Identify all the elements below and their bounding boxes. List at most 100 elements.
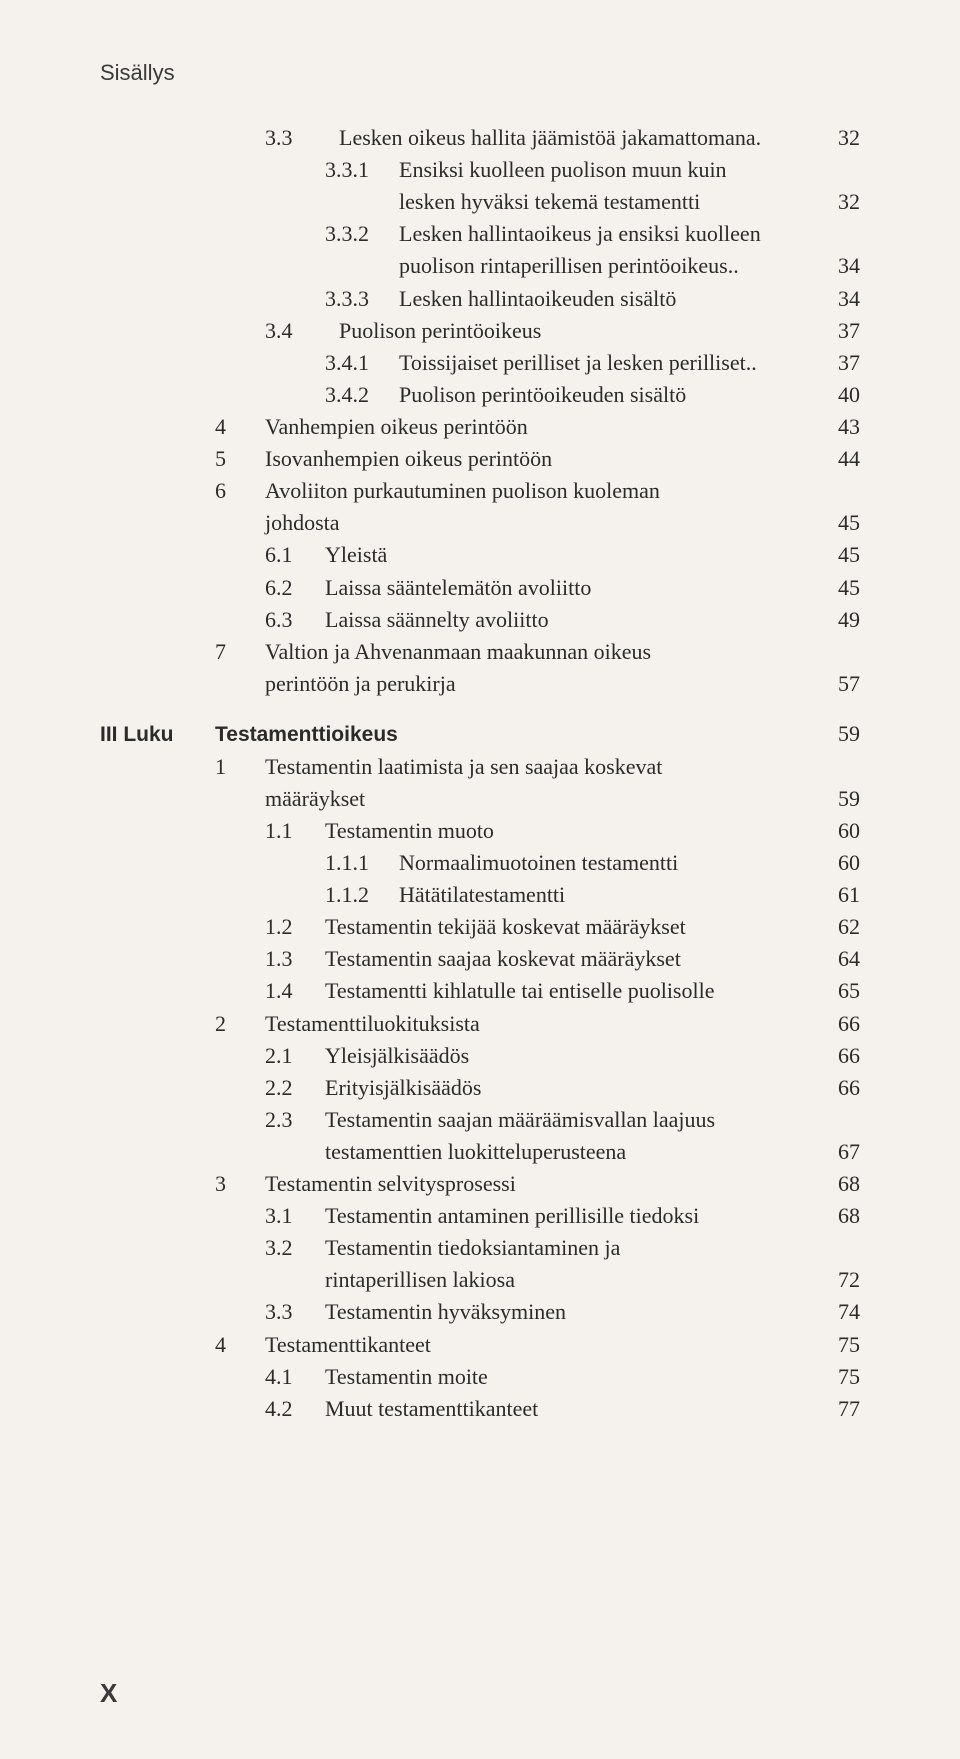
toc-text: testamenttien luokitteluperusteena	[325, 1136, 626, 1168]
toc-number: 4	[215, 411, 265, 443]
toc-page: 66	[812, 1072, 860, 1104]
toc-number: 3.3	[265, 1296, 325, 1328]
toc-line: III LukuTestamenttioikeus 59	[100, 718, 860, 751]
toc-text: Avoliiton purkautuminen puolison kuolema…	[265, 475, 660, 507]
toc-line: 6Avoliiton purkautuminen puolison kuolem…	[100, 475, 860, 507]
toc-text: Normaalimuotoinen testamentti	[399, 847, 678, 879]
toc-number: 3.3.3	[325, 283, 399, 315]
toc-line: 3.3Lesken oikeus hallita jäämistöä jakam…	[100, 122, 860, 154]
toc-text: Laissa sääntelemätön avoliitto	[325, 572, 591, 604]
toc-number: III Luku	[100, 720, 215, 751]
toc-page: 37	[812, 315, 860, 347]
toc-text: Isovanhempien oikeus perintöön	[265, 443, 552, 475]
trailing-period: .	[751, 347, 757, 379]
toc-number: 3.4	[265, 315, 339, 347]
toc-number: 6.2	[265, 572, 325, 604]
toc-line: 1Testamentin laatimista ja sen saajaa ko…	[100, 751, 860, 783]
toc-page: 32	[812, 186, 860, 218]
toc-page: 77	[812, 1393, 860, 1425]
toc-number: 1.3	[265, 943, 325, 975]
toc-text: Muut testamenttikanteet	[325, 1393, 538, 1425]
toc-page: 49	[812, 604, 860, 636]
toc-text: Vanhempien oikeus perintöön	[265, 411, 528, 443]
toc-text: Lesken oikeus hallita jäämistöä jakamatt…	[339, 122, 761, 154]
toc-text: rintaperillisen lakiosa	[325, 1264, 515, 1296]
toc-line: 6.3Laissa säännelty avoliitto 49	[100, 604, 860, 636]
toc-page: 34	[812, 250, 860, 282]
toc-number: 4.1	[265, 1361, 325, 1393]
toc-line: 3.3Testamentin hyväksyminen74	[100, 1296, 860, 1328]
toc-line: 3.4.2Puolison perintöoikeuden sisältö 40	[100, 379, 860, 411]
toc-line: 4.1Testamentin moite75	[100, 1361, 860, 1393]
toc-text: Hätätilatestamentti	[399, 879, 565, 911]
toc-line: 4.2Muut testamenttikanteet77	[100, 1393, 860, 1425]
toc-line: 2.3Testamentin saajan määräämisvallan la…	[100, 1104, 860, 1136]
toc-line: 3.4Puolison perintöoikeus 37	[100, 315, 860, 347]
toc-text: Testamentin saajan määräämisvallan laaju…	[325, 1104, 715, 1136]
toc-number: 3.3.2	[325, 218, 399, 250]
toc-line: 3Testamentin selvitysprosessi68	[100, 1168, 860, 1200]
toc-page: 66	[812, 1008, 860, 1040]
toc-number: 1.1.1	[325, 847, 399, 879]
toc-line: 3.3.1Ensiksi kuolleen puolison muun kuin	[100, 154, 860, 186]
toc-line: 3.1Testamentin antaminen perillisille ti…	[100, 1200, 860, 1232]
toc-line: 5Isovanhempien oikeus perintöön 44	[100, 443, 860, 475]
toc-line: 3.4.1Toissijaiset perilliset ja lesken p…	[100, 347, 860, 379]
toc-text: Testamentin antaminen perillisille tiedo…	[325, 1200, 699, 1232]
toc-number: 2.1	[265, 1040, 325, 1072]
toc-page: 74	[812, 1296, 860, 1328]
toc-text: Laissa säännelty avoliitto	[325, 604, 549, 636]
toc-number: 3.4.2	[325, 379, 399, 411]
toc-text: Testamentin laatimista ja sen saajaa kos…	[265, 751, 662, 783]
toc-page: 40	[812, 379, 860, 411]
running-header: Sisällys	[100, 60, 860, 86]
page: Sisällys 3.3Lesken oikeus hallita jäämis…	[0, 0, 960, 1759]
toc-text: Puolison perintöoikeuden sisältö	[399, 379, 686, 411]
toc-page: 68	[812, 1168, 860, 1200]
toc-line: johdosta 45	[100, 507, 860, 539]
toc-text: Testamentin tiedoksiantaminen ja	[325, 1232, 620, 1264]
toc-page: 65	[812, 975, 860, 1007]
toc-line: 4Vanhempien oikeus perintöön43	[100, 411, 860, 443]
toc-number: 6.3	[265, 604, 325, 636]
toc-line: 2.1Yleisjälkisäädös66	[100, 1040, 860, 1072]
toc-line: 4Testamenttikanteet 75	[100, 1329, 860, 1361]
toc-number: 3.3	[265, 122, 339, 154]
toc-text: johdosta	[265, 507, 340, 539]
toc-text: Testamentin selvitysprosessi	[265, 1168, 516, 1200]
toc-number: 4	[215, 1329, 265, 1361]
toc-text: Testamentin saajaa koskevat määräykset	[325, 943, 681, 975]
toc-text: Yleistä	[325, 539, 387, 571]
toc-number: 1.1.2	[325, 879, 399, 911]
toc-number: 5	[215, 443, 265, 475]
toc-text: Testamentin muoto	[325, 815, 494, 847]
toc-page: 44	[812, 443, 860, 475]
toc-number: 7	[215, 636, 265, 668]
toc-number: 3.4.1	[325, 347, 399, 379]
toc-text: Testamentti kihlatulle tai entiselle puo…	[325, 975, 714, 1007]
toc-page: 45	[812, 507, 860, 539]
toc-page: 60	[812, 815, 860, 847]
toc-text: Testamenttioikeus	[215, 720, 398, 751]
toc-page: 59	[812, 718, 860, 750]
toc-page: 72	[812, 1264, 860, 1296]
toc-line: puolison rintaperillisen perintöoikeus..…	[100, 250, 860, 282]
toc-number: 2.2	[265, 1072, 325, 1104]
toc-line: testamenttien luokitteluperusteena67	[100, 1136, 860, 1168]
toc-number: 1.4	[265, 975, 325, 1007]
toc-line: 1.1Testamentin muoto60	[100, 815, 860, 847]
toc-text: Testamenttikanteet	[265, 1329, 431, 1361]
toc-number: 1.2	[265, 911, 325, 943]
toc-text: Puolison perintöoikeus	[339, 315, 541, 347]
toc-text: Ensiksi kuolleen puolison muun kuin	[399, 154, 727, 186]
toc-line: 7Valtion ja Ahvenanmaan maakunnan oikeus	[100, 636, 860, 668]
toc-line: määräykset59	[100, 783, 860, 815]
toc-page: 64	[812, 943, 860, 975]
toc-text: perintöön ja perukirja	[265, 668, 456, 700]
toc-page: 45	[812, 539, 860, 571]
toc-line: 2Testamenttiluokituksista66	[100, 1008, 860, 1040]
toc-number: 6.1	[265, 539, 325, 571]
toc-number: 3.2	[265, 1232, 325, 1264]
toc-page: 75	[812, 1329, 860, 1361]
toc-text: Testamenttiluokituksista	[265, 1008, 480, 1040]
